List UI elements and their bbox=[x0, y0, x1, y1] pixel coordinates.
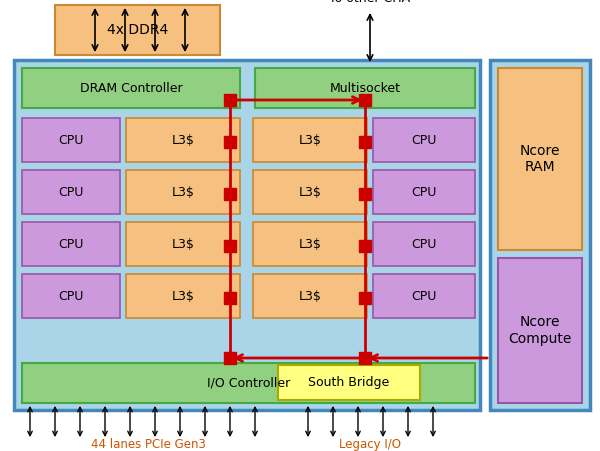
Bar bbox=[253, 274, 367, 318]
Point bbox=[225, 138, 235, 146]
Bar bbox=[373, 222, 475, 266]
Bar bbox=[253, 222, 367, 266]
Bar bbox=[498, 68, 582, 250]
Bar bbox=[253, 118, 367, 162]
Text: I/O Controller: I/O Controller bbox=[207, 377, 290, 390]
Text: L3$: L3$ bbox=[299, 185, 322, 198]
Bar bbox=[255, 68, 475, 108]
Text: Ncore
Compute: Ncore Compute bbox=[508, 315, 572, 345]
Point bbox=[360, 242, 370, 249]
Text: L3$: L3$ bbox=[172, 185, 194, 198]
Text: L3$: L3$ bbox=[172, 133, 194, 147]
Bar bbox=[373, 274, 475, 318]
Point bbox=[360, 190, 370, 198]
Text: L3$: L3$ bbox=[299, 133, 322, 147]
Point bbox=[360, 97, 370, 104]
Text: DRAM Controller: DRAM Controller bbox=[80, 82, 182, 95]
Text: CPU: CPU bbox=[58, 185, 83, 198]
Bar bbox=[22, 68, 240, 108]
Bar bbox=[126, 118, 240, 162]
Point bbox=[225, 295, 235, 302]
Bar bbox=[126, 274, 240, 318]
Text: CPU: CPU bbox=[412, 238, 437, 250]
Text: To other CHA: To other CHA bbox=[329, 0, 410, 5]
Text: CPU: CPU bbox=[412, 133, 437, 147]
Point bbox=[225, 354, 235, 362]
Text: CPU: CPU bbox=[58, 238, 83, 250]
Bar bbox=[22, 118, 120, 162]
Text: L3$: L3$ bbox=[299, 238, 322, 250]
Text: CPU: CPU bbox=[58, 290, 83, 303]
Bar bbox=[22, 274, 120, 318]
Text: CPU: CPU bbox=[412, 290, 437, 303]
Bar bbox=[278, 365, 420, 400]
Point bbox=[225, 242, 235, 249]
Bar bbox=[22, 363, 475, 403]
Text: Ncore
RAM: Ncore RAM bbox=[520, 144, 560, 174]
Text: South Bridge: South Bridge bbox=[308, 376, 389, 389]
Bar bbox=[126, 170, 240, 214]
Bar bbox=[490, 60, 590, 410]
Text: L3$: L3$ bbox=[172, 238, 194, 250]
Text: Multisocket: Multisocket bbox=[329, 82, 401, 95]
Point bbox=[225, 190, 235, 198]
Bar bbox=[14, 60, 480, 410]
Bar bbox=[126, 222, 240, 266]
Point bbox=[360, 138, 370, 146]
Text: CPU: CPU bbox=[412, 185, 437, 198]
Text: L3$: L3$ bbox=[172, 290, 194, 303]
Bar bbox=[253, 170, 367, 214]
Bar bbox=[22, 170, 120, 214]
Text: Legacy I/O: Legacy I/O bbox=[339, 438, 401, 451]
Bar bbox=[22, 222, 120, 266]
Bar bbox=[373, 170, 475, 214]
Point bbox=[225, 97, 235, 104]
Point bbox=[360, 354, 370, 362]
Text: CPU: CPU bbox=[58, 133, 83, 147]
Text: L3$: L3$ bbox=[299, 290, 322, 303]
Text: 4x DDR4: 4x DDR4 bbox=[107, 23, 168, 37]
Bar bbox=[373, 118, 475, 162]
Bar bbox=[55, 5, 220, 55]
Text: 44 lanes PCIe Gen3: 44 lanes PCIe Gen3 bbox=[91, 438, 205, 451]
Point bbox=[360, 295, 370, 302]
Bar bbox=[498, 258, 582, 403]
